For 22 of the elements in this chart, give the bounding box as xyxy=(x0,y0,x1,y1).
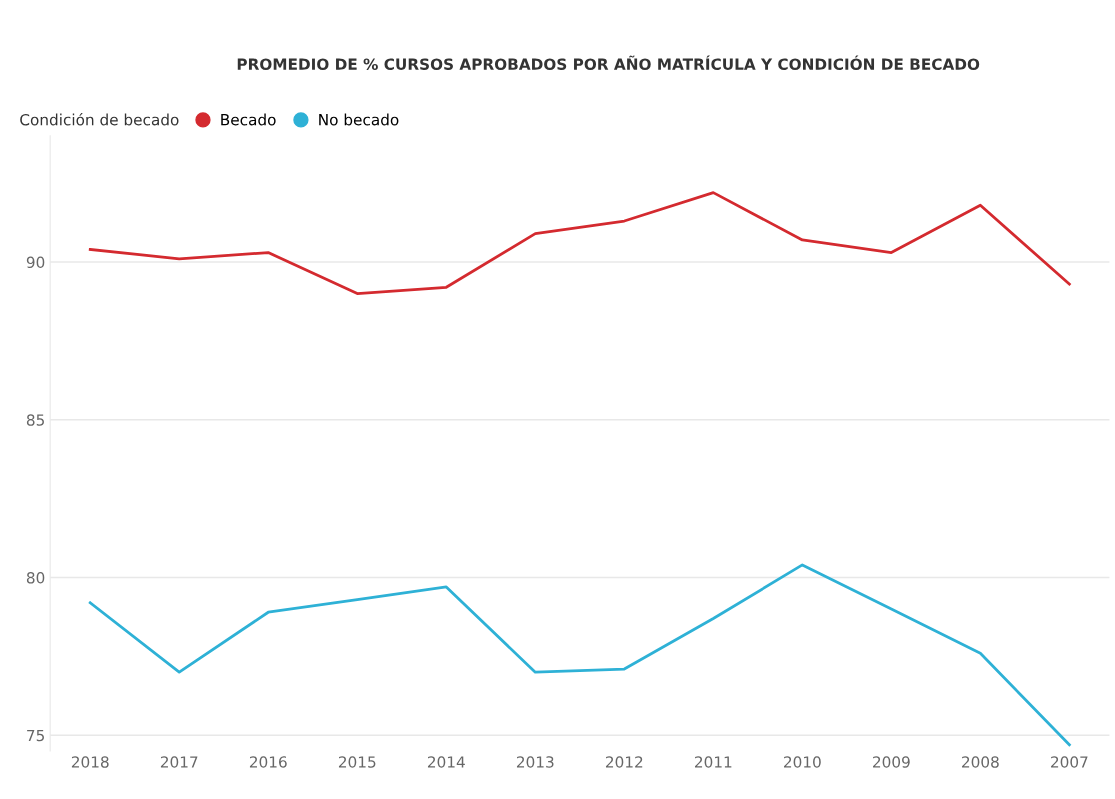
x-tick-label: 2008 xyxy=(962,756,999,768)
x-tick-label: 2018 xyxy=(71,756,109,768)
x-tick-label: 2011 xyxy=(695,756,732,768)
x-tick-label: 2013 xyxy=(516,756,554,768)
y-tick-label: 75 xyxy=(27,729,44,742)
legend-label: Becado xyxy=(221,113,276,126)
x-tick-label: 2012 xyxy=(605,756,643,768)
y-tick-label: 90 xyxy=(26,256,45,269)
x-tick-label: 2009 xyxy=(873,756,910,768)
x-tick-label: 2015 xyxy=(338,756,376,768)
legend-label: No becado xyxy=(319,113,399,126)
y-tick-label: 80 xyxy=(26,572,45,584)
legend-title: Condición de becado xyxy=(20,113,179,126)
x-tick-label: 2017 xyxy=(160,756,198,768)
x-tick-label: 2007 xyxy=(1051,756,1088,768)
chart-title: PROMEDIO DE % CURSOS APROBADOS POR AÑO MATRÍCULA Y CONDICIÓN DE BECADO xyxy=(237,55,980,70)
line-series xyxy=(88,563,1071,747)
x-tick-label: 2010 xyxy=(784,756,821,768)
x-tick-label: 2016 xyxy=(249,756,287,768)
x-tick-label: 2014 xyxy=(427,756,465,768)
line-series xyxy=(88,191,1071,295)
y-tick-label: 85 xyxy=(26,414,44,426)
